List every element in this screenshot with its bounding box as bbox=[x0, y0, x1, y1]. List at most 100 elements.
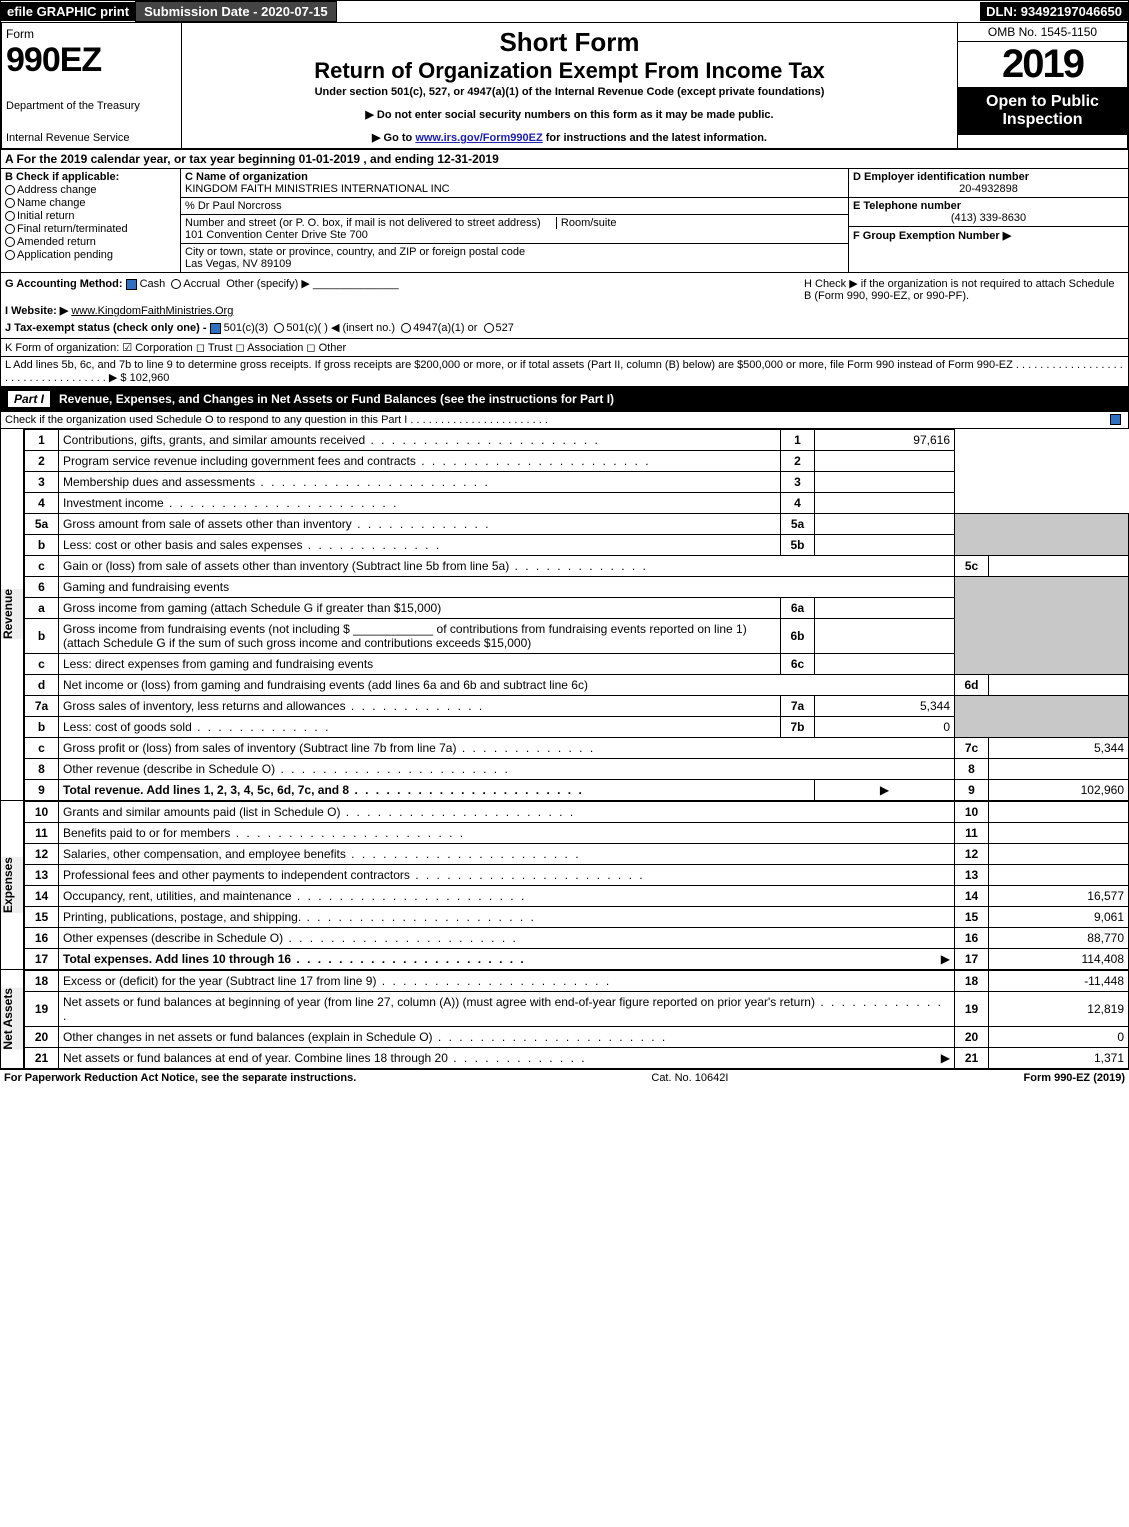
row-1: 1Contributions, gifts, grants, and simil… bbox=[25, 430, 1129, 451]
row-3: 3Membership dues and assessments3 bbox=[25, 472, 1129, 493]
ssn-warning: ▶ Do not enter social security numbers o… bbox=[190, 108, 949, 121]
other-specify: Other (specify) ▶ bbox=[226, 278, 310, 290]
line-k: K Form of organization: ☑ Corporation ◻ … bbox=[0, 339, 1129, 357]
chk-501c[interactable] bbox=[274, 323, 284, 333]
chk-accrual[interactable] bbox=[171, 279, 181, 289]
top-bar: efile GRAPHIC print Submission Date - 20… bbox=[0, 0, 1129, 23]
row-19: 19Net assets or fund balances at beginni… bbox=[25, 992, 1129, 1027]
goto-post: for instructions and the latest informat… bbox=[546, 132, 767, 144]
row-18: 18Excess or (deficit) for the year (Subt… bbox=[25, 971, 1129, 992]
expenses-table: 10Grants and similar amounts paid (list … bbox=[24, 801, 1129, 970]
omb-number: OMB No. 1545-1150 bbox=[958, 23, 1127, 42]
row-17: 17Total expenses. Add lines 10 through 1… bbox=[25, 949, 1129, 970]
part1-num: Part I bbox=[7, 390, 51, 408]
entity-block: B Check if applicable: Address change Na… bbox=[0, 169, 1129, 273]
page-footer: For Paperwork Reduction Act Notice, see … bbox=[0, 1069, 1129, 1086]
form-word: Form bbox=[6, 27, 177, 41]
footer-left: For Paperwork Reduction Act Notice, see … bbox=[4, 1072, 356, 1084]
line-a: A For the 2019 calendar year, or tax yea… bbox=[0, 150, 1129, 169]
schedule-o-check[interactable] bbox=[1110, 414, 1121, 425]
dln-label: DLN: 93492197046650 bbox=[980, 2, 1128, 21]
line-l: L Add lines 5b, 6c, and 7b to line 9 to … bbox=[0, 357, 1129, 387]
revenue-side-label: Revenue bbox=[1, 429, 24, 801]
chk-pending[interactable]: Application pending bbox=[5, 249, 176, 261]
form-title: Return of Organization Exempt From Incom… bbox=[190, 58, 949, 84]
form-header: Form 990EZ Department of the Treasury In… bbox=[0, 23, 1129, 150]
row-13: 13Professional fees and other payments t… bbox=[25, 865, 1129, 886]
submission-date: Submission Date - 2020-07-15 bbox=[135, 1, 337, 22]
dept-irs: Internal Revenue Service bbox=[6, 132, 177, 144]
row-14: 14Occupancy, rent, utilities, and mainte… bbox=[25, 886, 1129, 907]
netassets-side-label: Net Assets bbox=[1, 970, 24, 1069]
line-h: H Check ▶ if the organization is not req… bbox=[804, 277, 1124, 334]
chk-501c3[interactable] bbox=[210, 323, 221, 334]
row-21: 21Net assets or fund balances at end of … bbox=[25, 1048, 1129, 1069]
expenses-section: Expenses 10Grants and similar amounts pa… bbox=[0, 801, 1129, 970]
row-5a: 5aGross amount from sale of assets other… bbox=[25, 514, 1129, 535]
chk-initial[interactable]: Initial return bbox=[5, 210, 176, 222]
part1-header: Part I Revenue, Expenses, and Changes in… bbox=[0, 387, 1129, 412]
phone-value: (413) 339-8630 bbox=[853, 212, 1124, 224]
efile-label[interactable]: efile GRAPHIC print bbox=[1, 2, 135, 21]
form-number: 990EZ bbox=[6, 41, 177, 80]
footer-center: Cat. No. 10642I bbox=[356, 1072, 1023, 1084]
row-6d: dNet income or (loss) from gaming and fu… bbox=[25, 675, 1129, 696]
row-8: 8Other revenue (describe in Schedule O)8 bbox=[25, 759, 1129, 780]
netassets-section: Net Assets 18Excess or (deficit) for the… bbox=[0, 970, 1129, 1069]
f-label: F Group Exemption Number ▶ bbox=[853, 229, 1124, 242]
goto-pre: ▶ Go to bbox=[372, 132, 415, 144]
tax-year: 2019 bbox=[958, 42, 1127, 87]
footer-right: Form 990-EZ (2019) bbox=[1024, 1072, 1125, 1084]
chk-amended[interactable]: Amended return bbox=[5, 236, 176, 248]
room-label: Room/suite bbox=[556, 217, 617, 229]
expenses-side-label: Expenses bbox=[1, 801, 24, 970]
street-value: 101 Convention Center Drive Ste 700 bbox=[185, 229, 844, 241]
j-label: J Tax-exempt status (check only one) - bbox=[5, 322, 207, 334]
d-label: D Employer identification number bbox=[853, 171, 1124, 183]
ein-value: 20-4932898 bbox=[853, 183, 1124, 195]
irs-link[interactable]: www.irs.gov/Form990EZ bbox=[415, 132, 542, 144]
col-b-label: B Check if applicable: bbox=[5, 171, 176, 183]
row-9: 9Total revenue. Add lines 1, 2, 3, 4, 5c… bbox=[25, 780, 1129, 801]
row-4: 4Investment income4 bbox=[25, 493, 1129, 514]
c-label: C Name of organization bbox=[185, 171, 844, 183]
line-j: J Tax-exempt status (check only one) - 5… bbox=[5, 321, 804, 334]
e-label: E Telephone number bbox=[853, 200, 1124, 212]
dept-treasury: Department of the Treasury bbox=[6, 100, 177, 112]
open-to-public: Open to Public Inspection bbox=[958, 87, 1127, 135]
part1-title: Revenue, Expenses, and Changes in Net As… bbox=[59, 392, 614, 406]
i-label: I Website: ▶ bbox=[5, 305, 68, 317]
row-16: 16Other expenses (describe in Schedule O… bbox=[25, 928, 1129, 949]
row-12: 12Salaries, other compensation, and empl… bbox=[25, 844, 1129, 865]
org-name: KINGDOM FAITH MINISTRIES INTERNATIONAL I… bbox=[185, 183, 844, 195]
chk-527[interactable] bbox=[484, 323, 494, 333]
city-value: Las Vegas, NV 89109 bbox=[185, 258, 844, 270]
street-label: Number and street (or P. O. box, if mail… bbox=[185, 217, 541, 229]
row-2: 2Program service revenue including gover… bbox=[25, 451, 1129, 472]
short-form-title: Short Form bbox=[190, 27, 949, 58]
row-7a: 7aGross sales of inventory, less returns… bbox=[25, 696, 1129, 717]
row-6: 6Gaming and fundraising events bbox=[25, 577, 1129, 598]
row-7c: cGross profit or (loss) from sales of in… bbox=[25, 738, 1129, 759]
chk-4947[interactable] bbox=[401, 323, 411, 333]
row-11: 11Benefits paid to or for members11 bbox=[25, 823, 1129, 844]
chk-name[interactable]: Name change bbox=[5, 197, 176, 209]
chk-cash[interactable] bbox=[126, 279, 137, 290]
col-c: C Name of organization KINGDOM FAITH MIN… bbox=[181, 169, 848, 272]
form-subtitle: Under section 501(c), 527, or 4947(a)(1)… bbox=[190, 86, 949, 98]
city-label: City or town, state or province, country… bbox=[185, 246, 844, 258]
g-label: G Accounting Method: bbox=[5, 278, 123, 290]
chk-final[interactable]: Final return/terminated bbox=[5, 223, 176, 235]
part1-check-note: Check if the organization used Schedule … bbox=[0, 412, 1129, 429]
row-5c: cGain or (loss) from sale of assets othe… bbox=[25, 556, 1129, 577]
revenue-table: 1Contributions, gifts, grants, and simil… bbox=[24, 429, 1129, 801]
row-20: 20Other changes in net assets or fund ba… bbox=[25, 1027, 1129, 1048]
row-10: 10Grants and similar amounts paid (list … bbox=[25, 802, 1129, 823]
website-link[interactable]: www.KingdomFaithMinistries.Org bbox=[71, 305, 233, 317]
care-of: % Dr Paul Norcross bbox=[185, 200, 282, 212]
gross-receipts: 102,960 bbox=[130, 372, 170, 384]
goto-note: ▶ Go to www.irs.gov/Form990EZ for instru… bbox=[190, 131, 949, 144]
line-i: I Website: ▶ www.KingdomFaithMinistries.… bbox=[5, 304, 804, 317]
chk-address[interactable]: Address change bbox=[5, 184, 176, 196]
line-g: G Accounting Method: Cash Accrual Other … bbox=[5, 277, 804, 290]
